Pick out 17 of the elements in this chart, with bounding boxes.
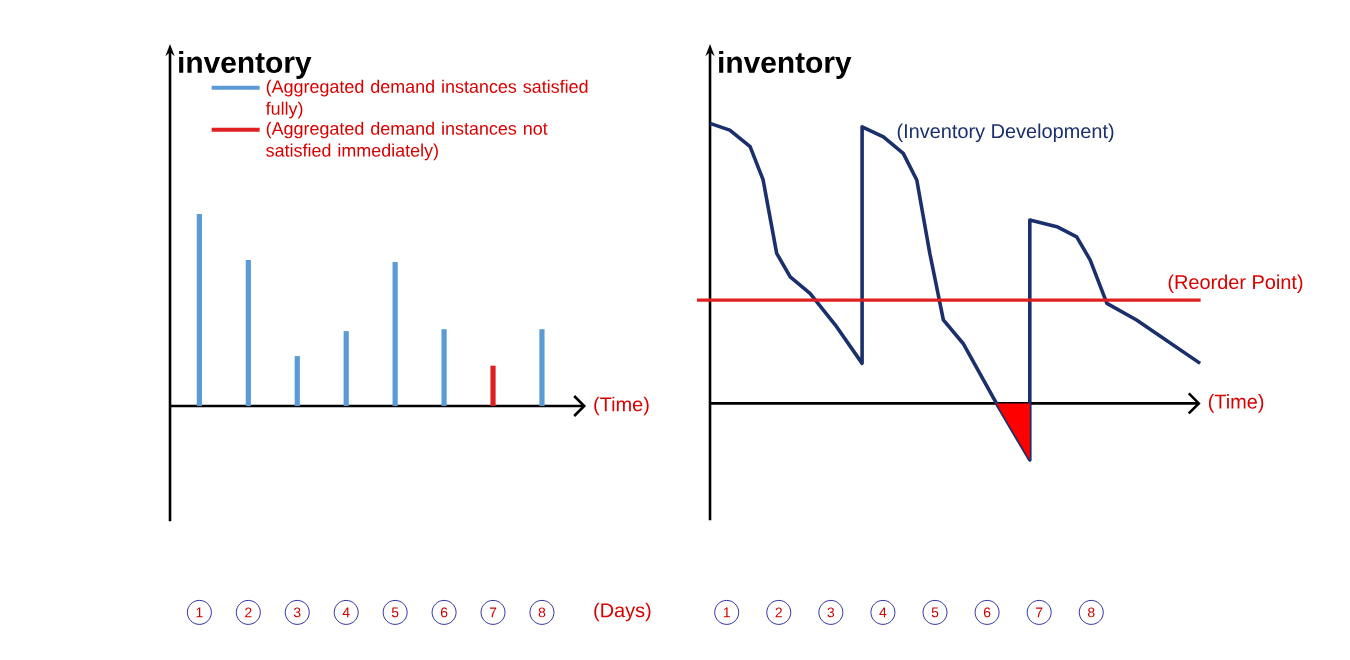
bar [490, 365, 496, 406]
x-axis-title: (Time) [1208, 394, 1264, 413]
series-label: (Inventory Development) [897, 123, 1114, 143]
bar [539, 329, 545, 406]
legend-label: (Aggregated demand instances satisfied fully) [265, 79, 588, 119]
bar [196, 214, 202, 406]
legend-label: (Aggregated demand instances not satisfied immediately) [266, 121, 548, 161]
y-axis-title: inventory [719, 51, 852, 79]
bar [392, 262, 398, 406]
text: (Days) [594, 602, 651, 622]
bar [245, 260, 251, 406]
bar [343, 331, 349, 406]
x-axis-title: (Time) [594, 396, 649, 416]
bar [294, 356, 300, 406]
y-axis-title: inventory [179, 51, 312, 79]
bar [441, 329, 447, 406]
ref-line-label: (Reorder Point) [1168, 274, 1303, 294]
